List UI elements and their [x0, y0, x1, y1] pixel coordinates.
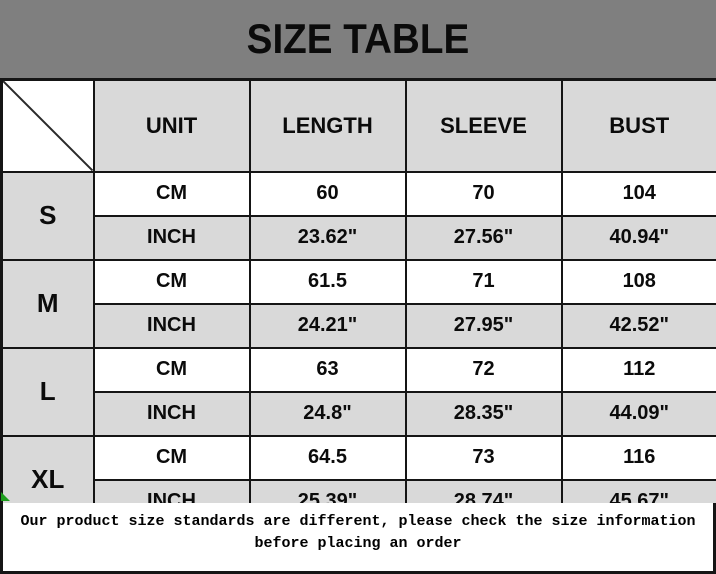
unit-cell: CM: [92, 434, 251, 481]
unit-cell: INCH: [92, 302, 251, 349]
unit-cell: INCH: [92, 390, 251, 437]
diagonal-line-icon: [3, 81, 93, 171]
col-header-bust: BUST: [560, 78, 716, 173]
sleeve-cell: 70: [404, 170, 563, 217]
table-row: INCH 24.21" 27.95" 42.52": [2, 302, 716, 349]
sleeve-cell: 72: [404, 346, 563, 393]
footer-line2: before placing an order: [254, 535, 462, 552]
sleeve-cell: 27.56": [404, 214, 563, 261]
col-header-length: LENGTH: [248, 78, 407, 173]
col-header-sleeve: SLEEVE: [404, 78, 563, 173]
table-row: INCH 23.62" 27.56" 40.94": [2, 214, 716, 261]
sleeve-cell: 27.95": [404, 302, 563, 349]
length-cell: 64.5: [248, 434, 407, 481]
unit-cell: CM: [92, 346, 251, 393]
table-row: M CM 61.5 71 108: [0, 258, 716, 349]
footer-line1: Our product size standards are different…: [20, 513, 696, 530]
footer-note: Our product size standards are different…: [0, 503, 716, 574]
table-row: S CM 60 70 104: [0, 170, 716, 261]
green-triangle-marker-icon: [1, 492, 10, 501]
length-cell: 24.21": [248, 302, 407, 349]
bust-cell: 42.52": [560, 302, 716, 349]
length-cell: 24.8": [248, 390, 407, 437]
length-cell: 61.5: [248, 258, 407, 305]
size-label-s: S: [0, 170, 95, 261]
size-table: UNIT LENGTH SLEEVE BUST S CM 60 70 104 I…: [0, 78, 716, 525]
table-row: INCH 24.8" 28.35" 44.09": [2, 390, 716, 437]
bust-cell: 108: [560, 258, 716, 305]
col-header-unit: UNIT: [92, 78, 251, 173]
title-banner: SIZE TABLE: [0, 0, 716, 78]
unit-cell: INCH: [92, 214, 251, 261]
page-title: SIZE TABLE: [246, 15, 470, 62]
bust-cell: 104: [560, 170, 716, 217]
sleeve-cell: 71: [404, 258, 563, 305]
unit-cell: CM: [92, 258, 251, 305]
length-cell: 63: [248, 346, 407, 393]
size-label-l: L: [0, 346, 95, 437]
bust-cell: 116: [560, 434, 716, 481]
bust-cell: 40.94": [560, 214, 716, 261]
size-label-m: M: [0, 258, 95, 349]
table-row: XL CM 64.5 73 116: [0, 434, 716, 525]
table-row: L CM 63 72 112: [0, 346, 716, 437]
unit-cell: CM: [92, 170, 251, 217]
sleeve-cell: 28.35": [404, 390, 563, 437]
length-cell: 60: [248, 170, 407, 217]
diagonal-cell: [0, 78, 95, 173]
bust-cell: 44.09": [560, 390, 716, 437]
sleeve-cell: 73: [404, 434, 563, 481]
length-cell: 23.62": [248, 214, 407, 261]
bust-cell: 112: [560, 346, 716, 393]
